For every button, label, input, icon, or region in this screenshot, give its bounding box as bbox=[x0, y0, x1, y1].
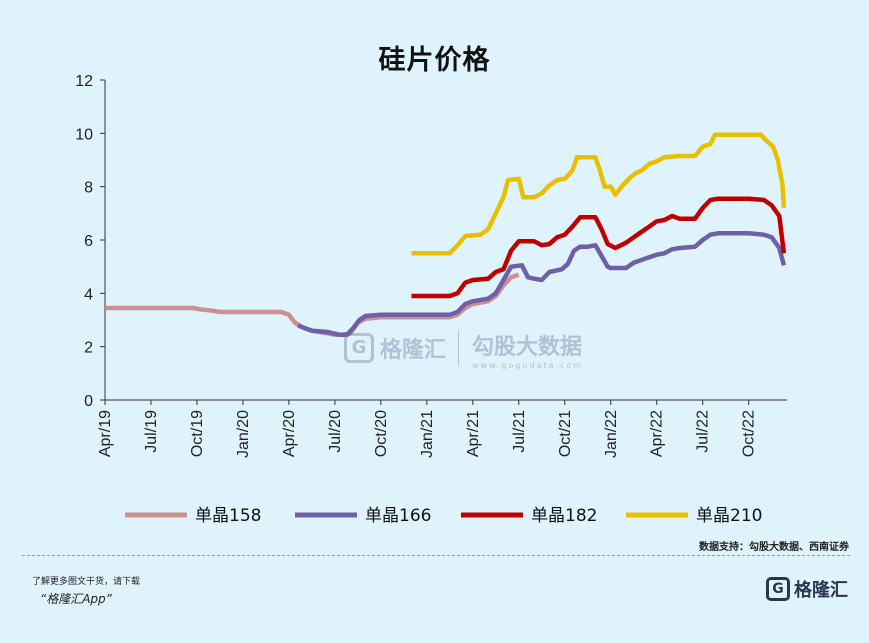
x-tick-label: Jul/22 bbox=[695, 410, 712, 453]
x-tick-label: Jan/20 bbox=[235, 410, 252, 458]
watermark-left-text: 格隆汇 bbox=[380, 338, 447, 363]
x-tick-label: Jan/22 bbox=[603, 410, 620, 458]
x-tick-label: Apr/21 bbox=[465, 410, 482, 457]
y-tick-label: 10 bbox=[75, 126, 93, 143]
x-tick-label: Apr/22 bbox=[649, 410, 666, 457]
x-tick-label: Oct/22 bbox=[741, 410, 758, 457]
corner-logo-icon: G bbox=[766, 577, 790, 601]
legend-label: 单晶166 bbox=[365, 506, 431, 526]
x-tick-label: Apr/20 bbox=[281, 410, 298, 457]
series-line-单晶182 bbox=[411, 196, 787, 299]
watermark-logo-icon: G bbox=[344, 333, 374, 363]
watermark-gogudata: 勾股大数据 www.gogudata.com bbox=[472, 329, 583, 370]
series-layer bbox=[105, 132, 787, 337]
legend: 单晶158 单晶166 单晶182 单晶210 bbox=[125, 506, 762, 526]
series-line-单晶166 bbox=[297, 231, 787, 337]
watermark-separator bbox=[458, 330, 459, 366]
y-tick-label: 8 bbox=[84, 180, 93, 197]
x-tick-label: Oct/21 bbox=[557, 410, 574, 457]
x-tick-label: Apr/19 bbox=[97, 410, 114, 457]
corner-logo-text: 格隆汇 bbox=[794, 580, 848, 601]
y-tick-label: 6 bbox=[84, 233, 93, 250]
source-note: 数据支持：勾股大数据、西南证券 bbox=[699, 542, 849, 553]
x-tick-label: Oct/19 bbox=[189, 410, 206, 457]
corner-logo: G 格隆汇 bbox=[766, 576, 848, 602]
axes: 0 2 4 6 8 10 12 Apr/19 Jul/19 Oct/19 Jan/20 Apr/20 J… bbox=[75, 73, 787, 458]
chart-title: 硅片价格 bbox=[378, 45, 491, 76]
divider bbox=[22, 555, 850, 556]
y-tick-label: 12 bbox=[75, 73, 93, 90]
series-line-单晶210 bbox=[411, 132, 787, 256]
watermark-right-text: 勾股大数据 bbox=[472, 335, 583, 360]
legend-label: 单晶158 bbox=[195, 506, 261, 526]
legend-label: 单晶182 bbox=[531, 506, 597, 526]
legend-label: 单晶210 bbox=[696, 506, 762, 526]
x-tick-label: Oct/20 bbox=[373, 410, 390, 457]
x-tick-label: Jul/20 bbox=[327, 410, 344, 453]
x-tick-label: Jul/21 bbox=[511, 410, 528, 453]
watermark-right-sub: www.gogudata.com bbox=[472, 361, 584, 370]
footer-app-name: “格隆汇App” bbox=[40, 592, 112, 606]
y-tick-label: 2 bbox=[84, 340, 93, 357]
series-line-单晶158 bbox=[105, 272, 520, 337]
footer-note: 了解更多图文干货，请下载 bbox=[32, 577, 141, 587]
y-tick-label: 0 bbox=[84, 393, 93, 410]
x-tick-label: Jan/21 bbox=[419, 410, 436, 458]
x-tick-label: Jul/19 bbox=[143, 410, 160, 453]
y-tick-label: 4 bbox=[84, 286, 93, 303]
watermark-gelonghui: G 格隆汇 bbox=[344, 332, 446, 364]
